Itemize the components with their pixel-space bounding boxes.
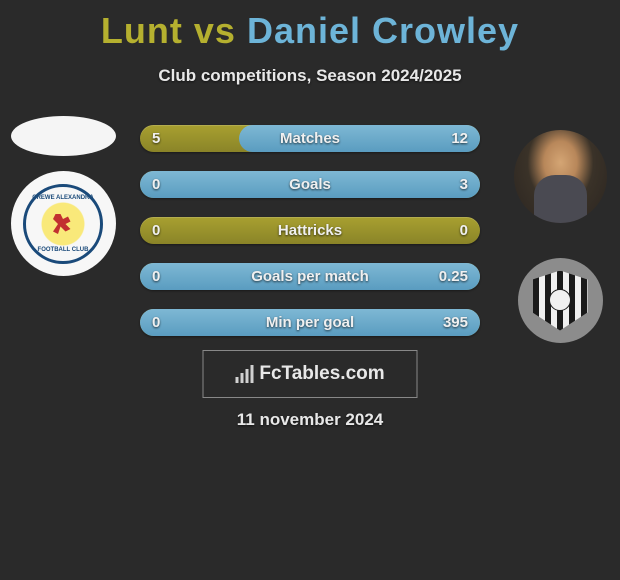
bar-right-value: 0.25	[439, 268, 468, 285]
badge1-text-top: CREWE ALEXANDRA	[32, 195, 93, 201]
title-player1: Lunt	[101, 10, 183, 51]
shield-icon	[533, 271, 588, 331]
bar-right-value: 3	[460, 176, 468, 193]
player1-column: CREWE ALEXANDRA FOOTBALL CLUB	[8, 116, 118, 276]
bar-left-value: 0	[152, 314, 160, 331]
comparison-bars: 5 Matches 12 0 Goals 3 0 Hattricks 0 0 Goals per m…	[140, 125, 480, 355]
branding-text: FcTables.com	[259, 363, 384, 385]
bar-label: Matches	[280, 130, 340, 147]
bar-label: Min per goal	[266, 314, 354, 331]
player2-column	[510, 130, 610, 343]
page-title: Lunt vs Daniel Crowley	[0, 0, 620, 52]
player1-club-badge: CREWE ALEXANDRA FOOTBALL CLUB	[11, 171, 116, 276]
bar-label: Goals	[289, 176, 331, 193]
date-label: 11 november 2024	[237, 410, 383, 430]
player2-photo	[514, 130, 607, 223]
badge1-text-bottom: FOOTBALL CLUB	[38, 247, 89, 253]
player1-silhouette	[11, 116, 116, 156]
lion-icon	[48, 209, 78, 239]
stat-bar: 0 Goals per match 0.25	[140, 263, 480, 290]
bar-left-value: 0	[152, 176, 160, 193]
subtitle: Club competitions, Season 2024/2025	[0, 66, 620, 86]
branding-box: FcTables.com	[203, 350, 418, 398]
bar-left-value: 5	[152, 130, 160, 147]
bar-left-value: 0	[152, 222, 160, 239]
bar-label: Goals per match	[251, 268, 369, 285]
bar-left-value: 0	[152, 268, 160, 285]
title-vs: vs	[194, 10, 236, 51]
bar-right-value: 0	[460, 222, 468, 239]
bar-fill-right	[239, 125, 480, 152]
bar-label: Hattricks	[278, 222, 342, 239]
stat-bar: 0 Hattricks 0	[140, 217, 480, 244]
bar-right-value: 12	[451, 130, 468, 147]
player2-club-badge	[518, 258, 603, 343]
stat-bar: 0 Min per goal 395	[140, 309, 480, 336]
stat-bar: 0 Goals 3	[140, 171, 480, 198]
stat-bar: 5 Matches 12	[140, 125, 480, 152]
title-player2: Daniel Crowley	[247, 10, 519, 51]
bar-chart-icon	[235, 365, 253, 383]
ball-icon	[549, 289, 571, 311]
bar-right-value: 395	[443, 314, 468, 331]
